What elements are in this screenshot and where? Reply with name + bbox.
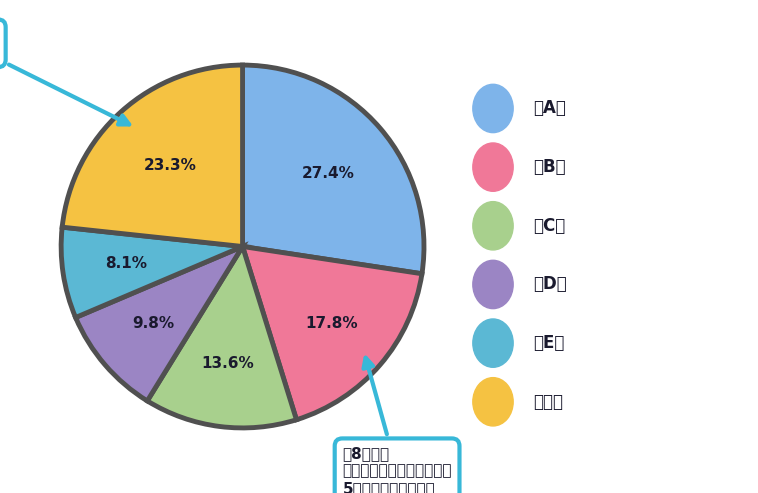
Circle shape [473,84,513,133]
Text: 約8割が、
欧米と日本の大手メーカー
5社で占められている: 約8割が、 欧米と日本の大手メーカー 5社で占められている [343,358,452,493]
Text: 23.3%: 23.3% [143,158,196,173]
Text: 日D社: 日D社 [534,276,567,293]
Text: 27.4%: 27.4% [302,166,354,180]
Text: 8.1%: 8.1% [105,256,147,271]
Circle shape [473,260,513,309]
Circle shape [473,378,513,426]
Wedge shape [243,65,424,274]
Text: 13.6%: 13.6% [202,356,254,371]
Text: 日C社: 日C社 [534,217,565,235]
Circle shape [473,202,513,250]
Wedge shape [147,246,296,428]
Wedge shape [76,246,243,401]
Text: 米A社: 米A社 [534,100,566,117]
Text: 17.8%: 17.8% [305,316,359,331]
Text: 残り2割は、
中国、韓国など: 残り2割は、 中国、韓国など [0,27,129,124]
Circle shape [473,143,513,191]
Text: 欧B社: 欧B社 [534,158,566,176]
Wedge shape [243,246,422,420]
Text: 9.8%: 9.8% [132,316,174,331]
Circle shape [473,319,513,367]
Wedge shape [62,65,243,246]
Text: その他: その他 [534,393,563,411]
Wedge shape [61,227,243,317]
Text: 欧E社: 欧E社 [534,334,565,352]
